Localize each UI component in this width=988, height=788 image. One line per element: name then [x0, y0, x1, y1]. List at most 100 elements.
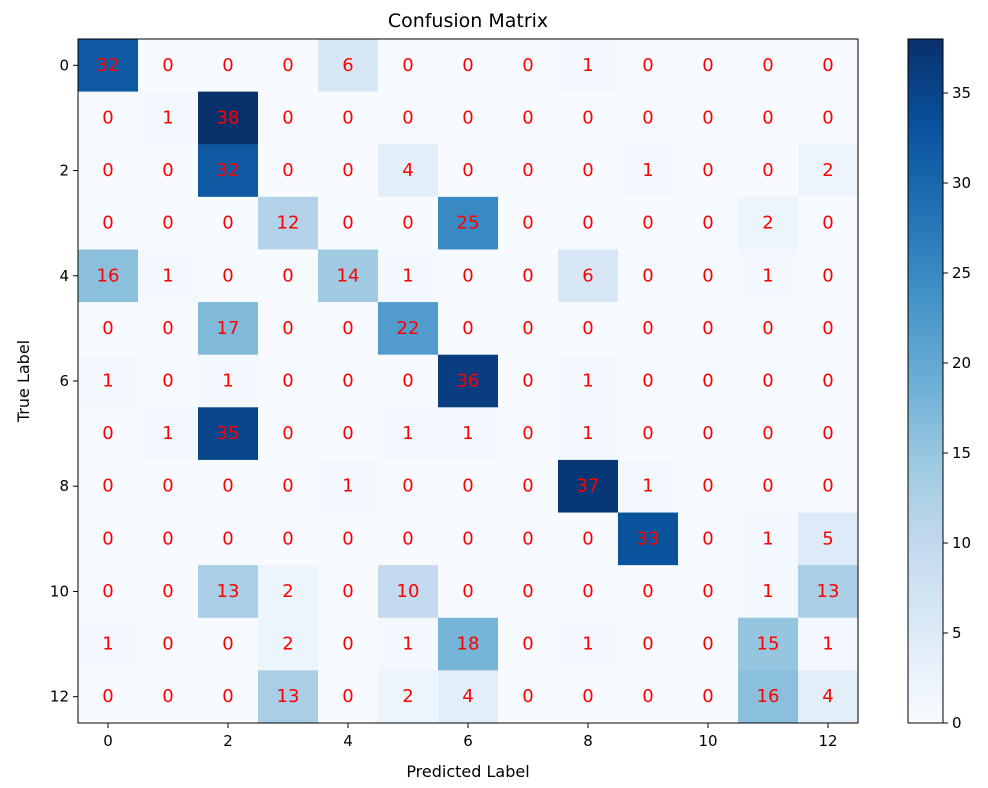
heatmap-cell [198, 565, 259, 619]
colorbar-tick-label: 15 [952, 444, 971, 462]
heatmap-cell [198, 512, 259, 566]
heatmap-cell [258, 91, 319, 145]
cell-value-label: 0 [702, 634, 713, 655]
heatmap-cell [78, 302, 139, 356]
heatmap-cell [318, 565, 379, 619]
cell-value-label: 0 [702, 581, 713, 602]
cell-value-label: 6 [342, 55, 353, 76]
heatmap-cell [738, 565, 799, 619]
cell-value-label: 2 [822, 160, 833, 181]
heatmap-cell [198, 617, 259, 671]
cell-value-label: 0 [702, 107, 713, 128]
cell-value-label: 1 [162, 423, 173, 444]
heatmap-cell [798, 459, 859, 514]
cell-value-label: 10 [397, 581, 420, 602]
cell-value-label: 0 [282, 528, 293, 549]
heatmap-cell [138, 249, 199, 303]
cell-value-label: 0 [342, 581, 353, 602]
cell-value-label: 0 [702, 265, 713, 286]
cell-value-label: 0 [162, 686, 173, 707]
x-tick-label: 6 [463, 732, 473, 750]
heatmap-cell [378, 670, 439, 724]
cell-value-label: 0 [162, 528, 173, 549]
cell-value-label: 0 [102, 213, 113, 234]
heatmap-cell [138, 617, 199, 671]
heatmap-cell [378, 39, 439, 93]
cell-value-label: 2 [762, 213, 773, 234]
heatmap-cell [258, 302, 319, 356]
cell-value-label: 2 [282, 634, 293, 655]
cell-value-label: 0 [102, 318, 113, 339]
cell-value-label: 0 [222, 528, 233, 549]
heatmap-cell [378, 354, 439, 408]
cell-value-label: 0 [522, 55, 533, 76]
heatmap-cell [438, 407, 499, 461]
cell-value-label: 0 [702, 528, 713, 549]
heatmap-cell [558, 39, 619, 93]
cell-value-label: 0 [822, 55, 833, 76]
cell-value-label: 0 [162, 476, 173, 497]
cell-value-label: 12 [277, 213, 300, 234]
heatmap-cell [78, 354, 139, 408]
cell-value-label: 13 [277, 686, 300, 707]
cell-value-label: 4 [402, 160, 413, 181]
heatmap-cell [558, 617, 619, 671]
heatmap-cell [678, 617, 739, 671]
cell-value-label: 1 [582, 371, 593, 392]
heatmap-cell [258, 196, 319, 250]
heatmap-cell [678, 459, 739, 514]
cell-value-label: 0 [762, 371, 773, 392]
cell-value-label: 0 [582, 213, 593, 234]
heatmap-cell [438, 670, 499, 724]
heatmap-cell [78, 249, 139, 303]
cell-value-label: 0 [522, 107, 533, 128]
cell-value-label: 0 [102, 476, 113, 497]
heatmap-cell [678, 249, 739, 303]
cell-value-label: 1 [102, 634, 113, 655]
y-tick-label: 8 [59, 477, 69, 495]
cell-value-label: 0 [582, 107, 593, 128]
cell-value-label: 0 [762, 55, 773, 76]
cell-value-label: 1 [462, 423, 473, 444]
cell-value-label: 0 [462, 581, 473, 602]
heatmap-cell [738, 91, 799, 145]
cell-value-label: 5 [822, 528, 833, 549]
cell-value-label: 0 [762, 160, 773, 181]
cell-value-label: 0 [222, 213, 233, 234]
heatmap-cell [798, 39, 859, 93]
heatmap-cell [558, 670, 619, 724]
heatmap-cell [738, 39, 799, 93]
cell-value-label: 15 [757, 634, 780, 655]
heatmap-cell [198, 196, 259, 250]
x-axis-ticks: 0 2 4 6 8 10 12 [103, 723, 838, 750]
cell-value-label: 0 [462, 476, 473, 497]
y-axis-ticks: 0 2 4 6 8 10 12 [50, 56, 78, 706]
cell-value-label: 4 [822, 686, 833, 707]
cell-value-label: 0 [162, 160, 173, 181]
cell-value-label: 0 [222, 265, 233, 286]
cell-value-label: 0 [702, 371, 713, 392]
heatmap-cell [738, 144, 799, 198]
heatmap-cell [198, 459, 259, 514]
heatmap-cell-labels: 32 0 0 0 6 0 0 0 1 0 0 0 00 1 38 0 0 0 0 0 0 0 0 0 00 0 32 0 0 4 0 0 0 1 0… [97, 55, 840, 707]
cell-value-label: 0 [282, 476, 293, 497]
x-tick-label: 4 [343, 732, 353, 750]
heatmap-cell [558, 459, 619, 514]
cell-value-label: 0 [702, 686, 713, 707]
colorbar-tick-label: 5 [952, 624, 962, 642]
cell-value-label: 0 [462, 528, 473, 549]
cell-value-label: 0 [102, 107, 113, 128]
heatmap-cell [438, 249, 499, 303]
cell-value-label: 1 [582, 423, 593, 444]
heatmap-cell [438, 39, 499, 93]
heatmap-cell [738, 196, 799, 250]
heatmap-cell [378, 512, 439, 566]
cell-value-label: 13 [217, 581, 240, 602]
cell-value-label: 0 [702, 213, 713, 234]
heatmap-cell [438, 196, 499, 250]
heatmap-cell [738, 354, 799, 408]
y-axis-label: True Label [14, 340, 33, 423]
cell-value-label: 0 [762, 318, 773, 339]
cell-value-label: 0 [282, 318, 293, 339]
x-axis-label: Predicted Label [406, 762, 529, 781]
